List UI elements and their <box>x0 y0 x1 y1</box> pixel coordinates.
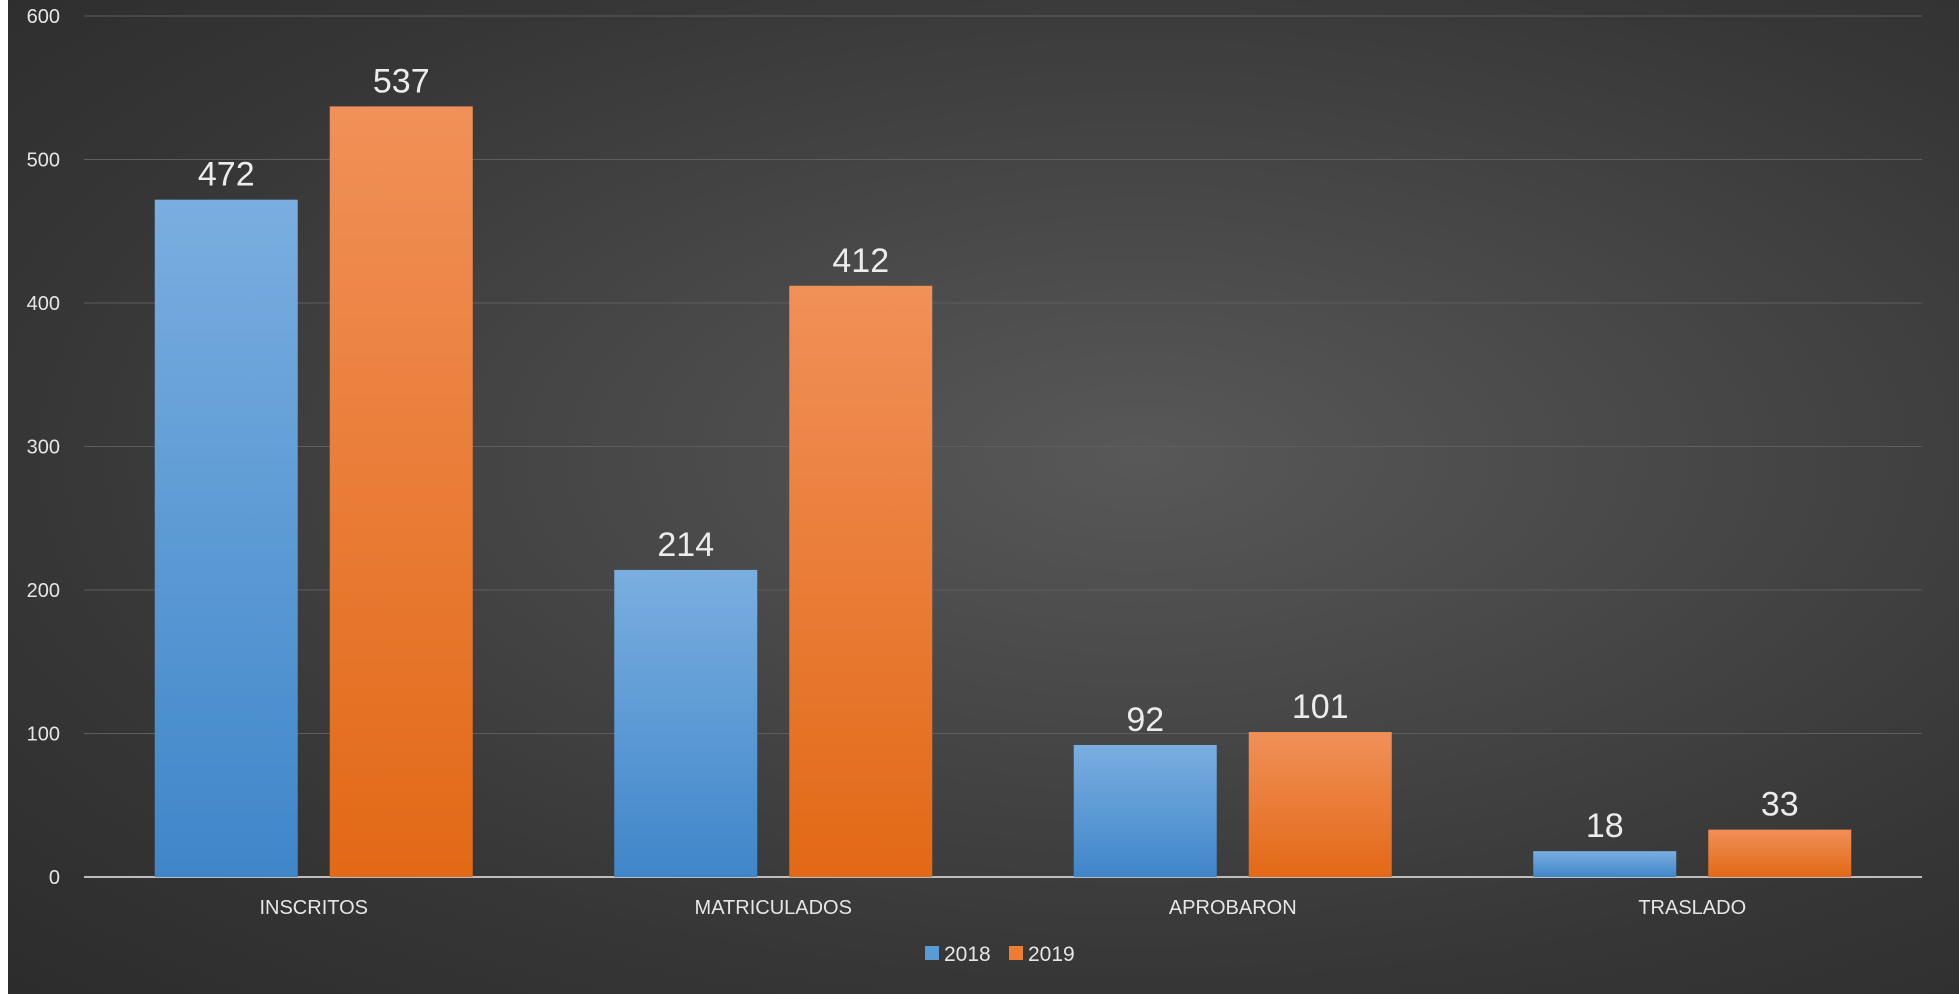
data-label: 412 <box>832 242 889 280</box>
y-tick-label: 400 <box>27 293 60 315</box>
x-category-label: INSCRITOS <box>259 897 368 919</box>
y-axis: 0 100 200 300 400 500 600 <box>27 6 60 889</box>
legend-swatch-2018 <box>925 946 939 960</box>
x-category-label: APROBARON <box>1169 897 1297 919</box>
bars <box>154 106 1852 877</box>
data-label: 18 <box>1586 807 1624 845</box>
bar-2018-matriculados <box>614 569 758 877</box>
data-labels: 472 537 214 412 92 101 18 33 <box>198 62 1799 845</box>
y-tick-label: 300 <box>27 437 60 459</box>
x-category-label: MATRICULADOS <box>695 897 852 919</box>
y-tick-label: 100 <box>27 724 60 746</box>
bar-2019-inscritos <box>329 106 473 877</box>
data-label: 214 <box>657 526 714 564</box>
data-label: 537 <box>373 62 430 100</box>
y-tick-label: 500 <box>27 150 60 172</box>
data-label: 33 <box>1761 786 1799 824</box>
bar-2019-traslado <box>1708 829 1852 877</box>
x-axis: INSCRITOS MATRICULADOS APROBARON TRASLADO <box>259 897 1746 919</box>
data-label: 92 <box>1126 701 1164 739</box>
bar-2018-inscritos <box>154 199 298 877</box>
bar-2019-matriculados <box>789 285 933 877</box>
data-label: 101 <box>1292 688 1349 726</box>
y-tick-label: 0 <box>49 867 60 889</box>
legend: 2018 2019 <box>925 943 1075 966</box>
data-label: 472 <box>198 156 255 194</box>
legend-label: 2018 <box>944 943 991 966</box>
bar-2019-aprobaron <box>1248 732 1392 877</box>
legend-label: 2019 <box>1028 943 1075 966</box>
legend-swatch-2019 <box>1009 946 1023 960</box>
bar-2018-aprobaron <box>1073 744 1217 877</box>
x-category-label: TRASLADO <box>1638 897 1746 919</box>
y-tick-label: 200 <box>27 580 60 602</box>
bar-2018-traslado <box>1533 851 1677 877</box>
y-tick-label: 600 <box>27 6 60 28</box>
